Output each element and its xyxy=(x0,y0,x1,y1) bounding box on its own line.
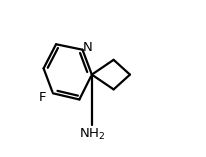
Text: NH$_2$: NH$_2$ xyxy=(78,127,104,142)
Text: F: F xyxy=(39,91,46,104)
Text: N: N xyxy=(83,41,92,54)
